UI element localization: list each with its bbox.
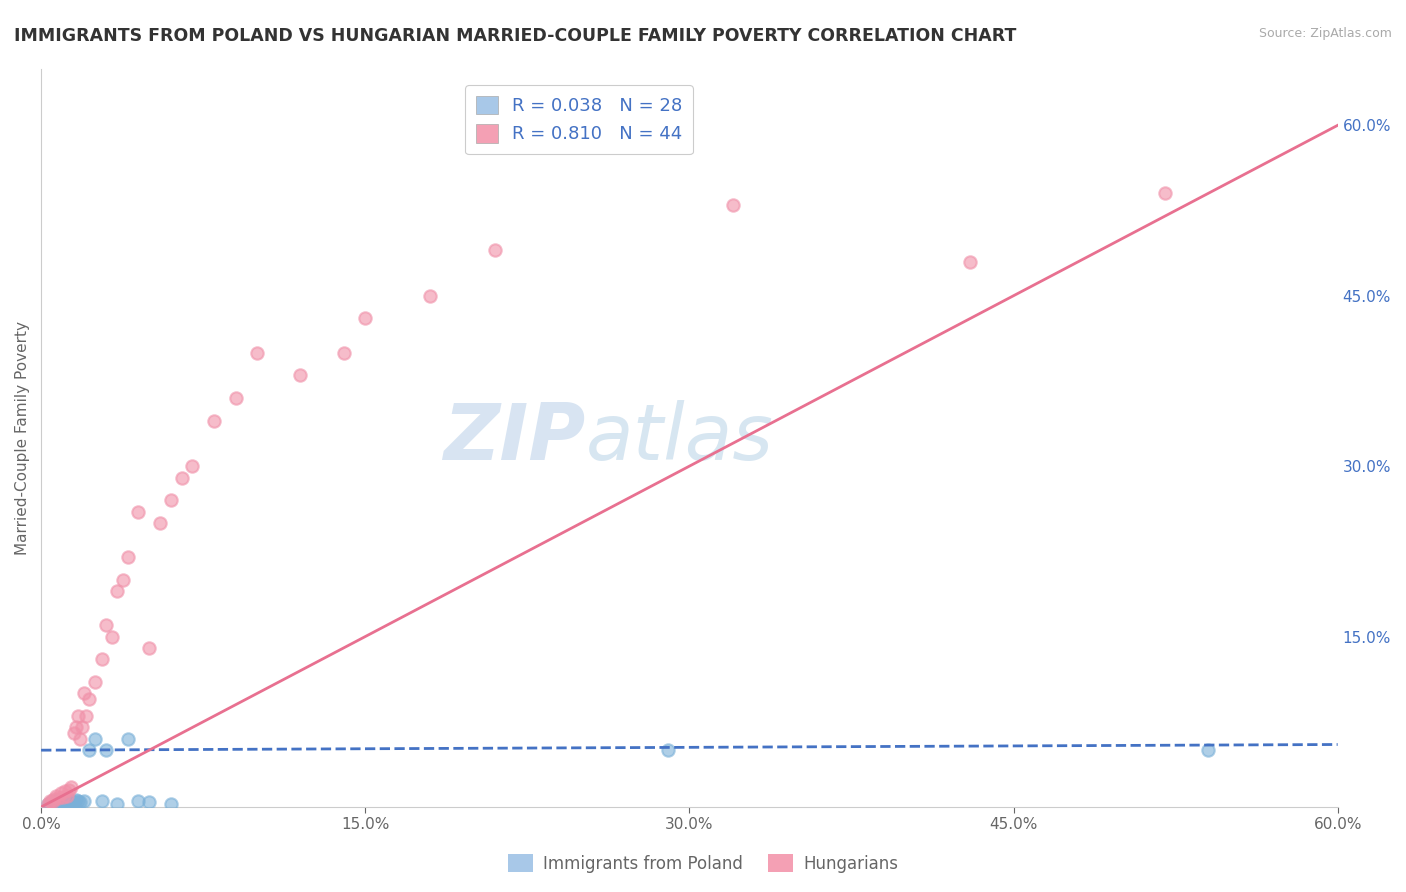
Point — [117, 549, 139, 564]
Point — [657, 743, 679, 757]
Point — [69, 731, 91, 746]
Text: atlas: atlas — [586, 400, 773, 475]
Point — [202, 414, 225, 428]
Point — [62, 726, 84, 740]
Text: Source: ZipAtlas.com: Source: ZipAtlas.com — [1258, 27, 1392, 40]
Point — [90, 652, 112, 666]
Point — [84, 675, 107, 690]
Point — [70, 721, 93, 735]
Point — [959, 254, 981, 268]
Point — [105, 797, 128, 811]
Point — [246, 345, 269, 359]
Point — [94, 618, 117, 632]
Point — [49, 786, 72, 800]
Point — [69, 796, 91, 810]
Point — [90, 794, 112, 808]
Point — [225, 391, 247, 405]
Point — [42, 796, 65, 810]
Point — [419, 289, 441, 303]
Point — [127, 794, 149, 808]
Point — [45, 797, 67, 811]
Point — [60, 780, 83, 794]
Point — [73, 794, 96, 808]
Point — [112, 573, 135, 587]
Point — [66, 794, 89, 808]
Point — [37, 797, 59, 811]
Point — [1153, 186, 1175, 201]
Point — [41, 794, 63, 808]
Legend: R = 0.038   N = 28, R = 0.810   N = 44: R = 0.038 N = 28, R = 0.810 N = 44 — [465, 85, 693, 154]
Point — [127, 505, 149, 519]
Point — [41, 796, 63, 810]
Point — [52, 797, 75, 811]
Point — [354, 311, 377, 326]
Point — [48, 791, 70, 805]
Point — [290, 368, 312, 383]
Point — [332, 345, 354, 359]
Point — [37, 797, 59, 811]
Point — [42, 792, 65, 806]
Point — [65, 793, 87, 807]
Point — [48, 793, 70, 807]
Point — [58, 797, 80, 811]
Point — [117, 731, 139, 746]
Point — [1197, 743, 1219, 757]
Point — [149, 516, 172, 530]
Point — [56, 789, 79, 803]
Y-axis label: Married-Couple Family Poverty: Married-Couple Family Poverty — [15, 321, 30, 555]
Point — [38, 794, 60, 808]
Point — [62, 796, 84, 810]
Point — [77, 743, 100, 757]
Point — [138, 640, 160, 655]
Legend: Immigrants from Poland, Hungarians: Immigrants from Poland, Hungarians — [502, 847, 904, 880]
Point — [170, 470, 193, 484]
Point — [138, 796, 160, 810]
Point — [66, 709, 89, 723]
Point — [38, 797, 60, 812]
Point — [76, 709, 98, 723]
Point — [53, 784, 76, 798]
Point — [159, 797, 181, 811]
Point — [65, 721, 87, 735]
Point — [58, 783, 80, 797]
Point — [84, 731, 107, 746]
Point — [45, 789, 67, 803]
Point — [56, 796, 79, 810]
Point — [60, 794, 83, 808]
Point — [159, 493, 181, 508]
Point — [484, 244, 506, 258]
Point — [73, 686, 96, 700]
Point — [721, 198, 744, 212]
Text: ZIP: ZIP — [443, 400, 586, 475]
Point — [77, 692, 100, 706]
Point — [53, 794, 76, 808]
Point — [105, 584, 128, 599]
Point — [94, 743, 117, 757]
Point — [49, 796, 72, 810]
Point — [181, 459, 204, 474]
Point — [52, 789, 75, 804]
Point — [101, 630, 124, 644]
Text: IMMIGRANTS FROM POLAND VS HUNGARIAN MARRIED-COUPLE FAMILY POVERTY CORRELATION CH: IMMIGRANTS FROM POLAND VS HUNGARIAN MARR… — [14, 27, 1017, 45]
